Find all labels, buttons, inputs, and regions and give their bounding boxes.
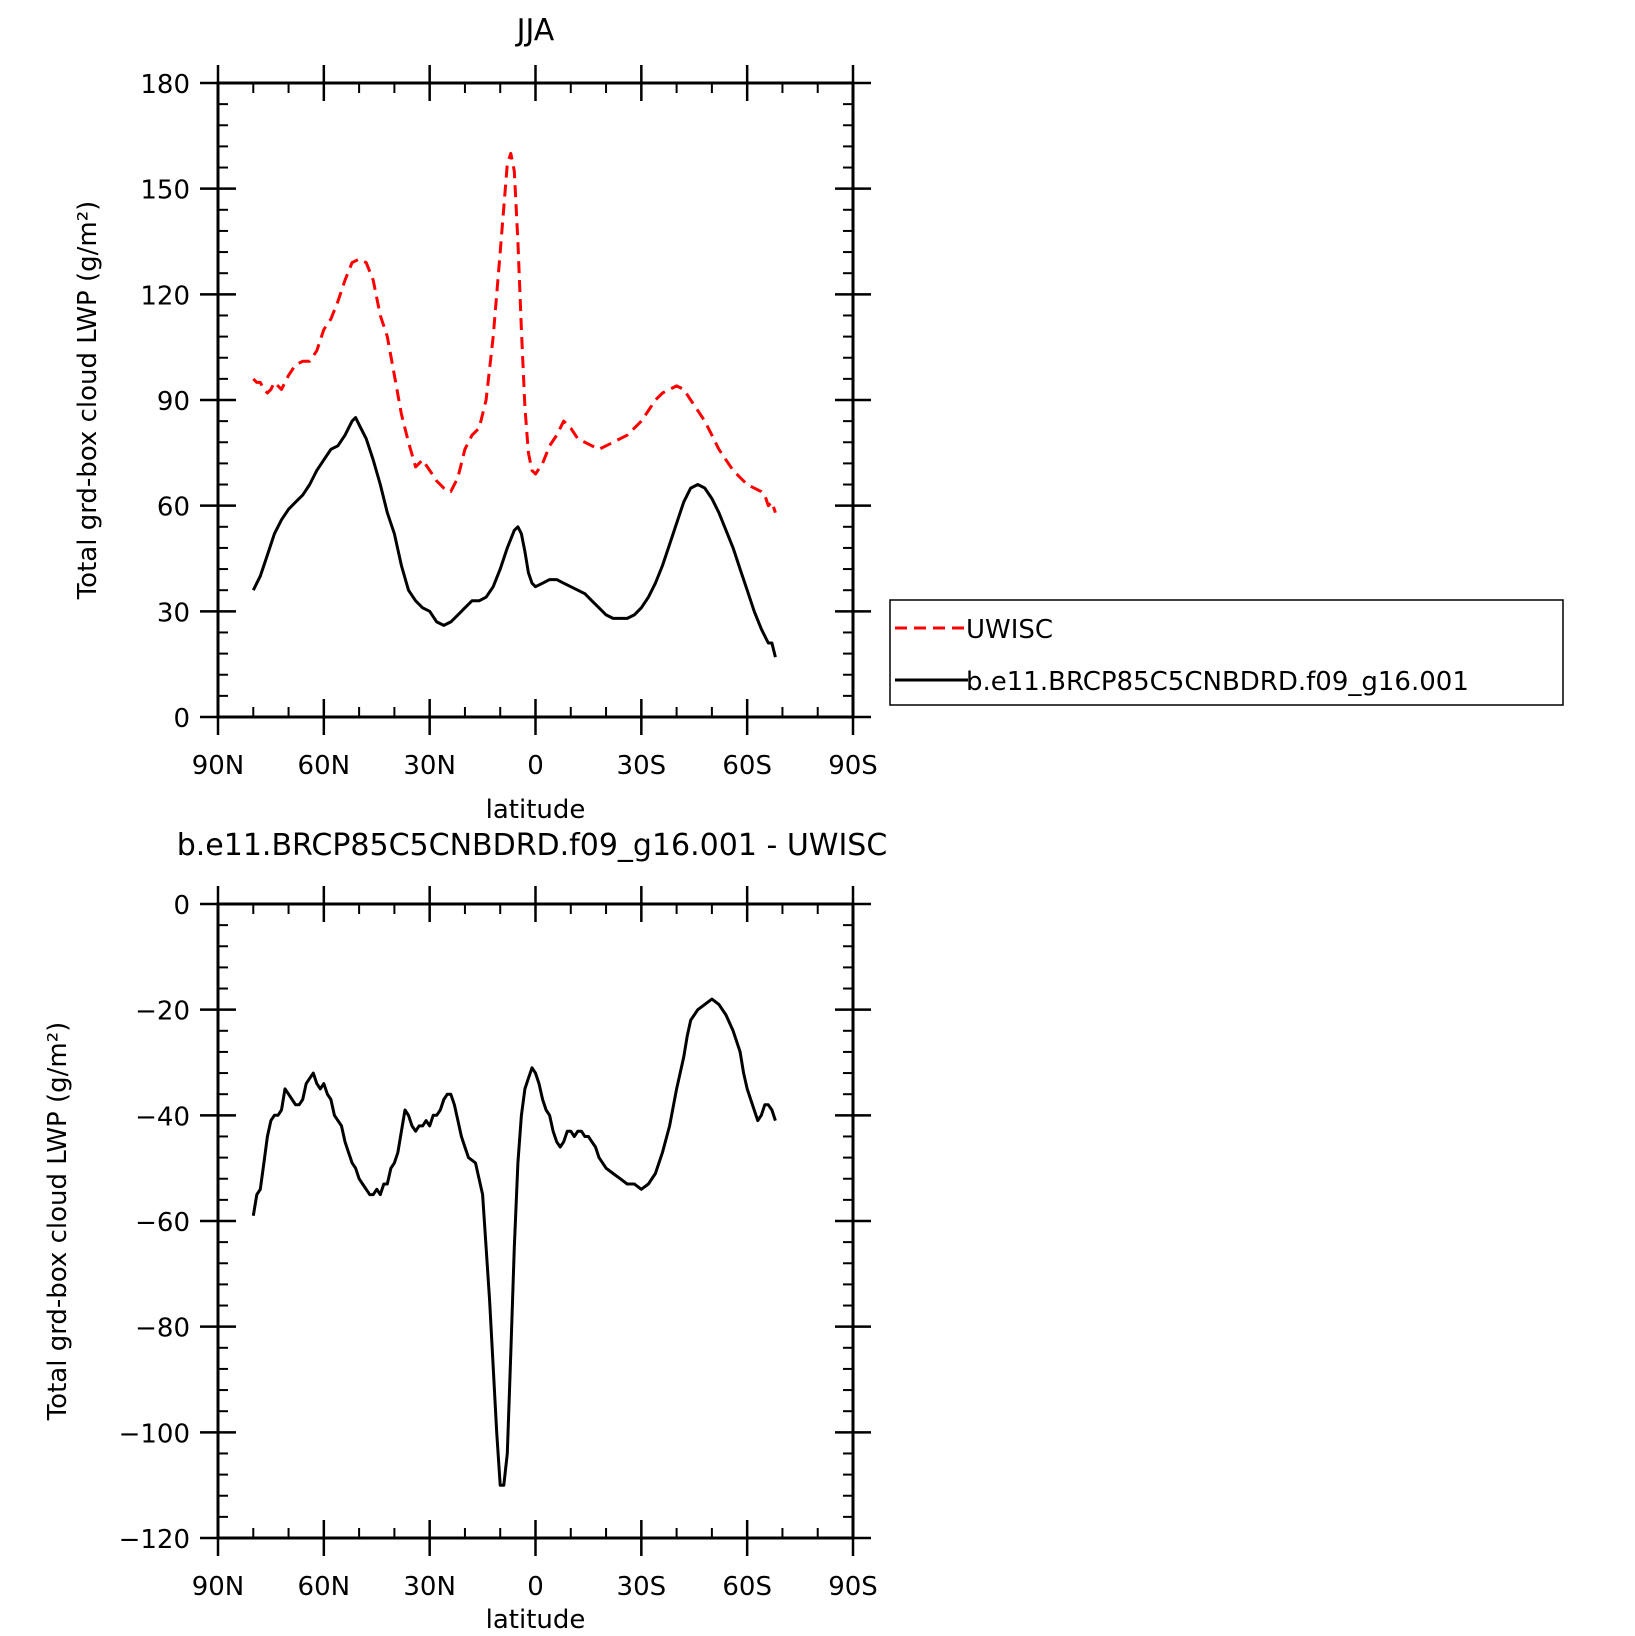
chart-title: JJA [515, 13, 555, 48]
x-tick-label: 30S [617, 751, 667, 781]
y-tick-label: 60 [157, 493, 190, 523]
x-tick-label: 90N [192, 751, 245, 781]
y-tick-label: −60 [135, 1208, 190, 1238]
y-tick-label: 0 [173, 891, 190, 921]
series-line-b-e11-brcp85c5cnbdrd-f09-g16-001 [251, 416, 777, 658]
x-tick-label: 90S [828, 1572, 878, 1602]
x-tick-label: 0 [527, 1572, 544, 1602]
series-line-uwisc [252, 151, 777, 514]
x-tick-label: 30S [617, 1572, 667, 1602]
x-tick-label: 60N [298, 1572, 351, 1602]
x-tick-label: 90N [192, 1572, 245, 1602]
series-line-difference [251, 997, 777, 1487]
x-tick-label: 0 [527, 751, 544, 781]
legend-box [889, 599, 1564, 706]
x-axis-label: latitude [486, 1605, 586, 1635]
y-tick-label: 0 [173, 704, 190, 734]
legend: UWISC b.e11.BRCP85C5CNBDRD.f09_g16.001 [889, 599, 1564, 706]
y-axis-label: Total grd-box cloud LWP (g/m²) [43, 1022, 73, 1422]
y-tick-label: −80 [135, 1314, 190, 1344]
y-tick-label: 150 [140, 176, 190, 206]
legend-model-label: b.e11.BRCP85C5CNBDRD.f09_g16.001 [966, 667, 1469, 697]
legend-uwisc-label: UWISC [966, 615, 1053, 645]
x-tick-label: 60N [298, 751, 351, 781]
y-tick-label: −40 [135, 1102, 190, 1132]
x-tick-label: 30N [403, 751, 456, 781]
x-tick-label: 90S [828, 751, 878, 781]
top-panel-lwp-chart: 0 30 60 90 120 150 180 90N 60N 30N 0 30S 60S 90S JJA la… [73, 13, 878, 825]
x-axis-label: latitude [486, 795, 586, 825]
chart-title: b.e11.BRCP85C5CNBDRD.f09_g16.001 - UWISC [177, 828, 888, 863]
y-tick-label: −120 [119, 1525, 190, 1555]
x-tick-label: 30N [403, 1572, 456, 1602]
y-tick-label: −100 [119, 1419, 190, 1449]
plot-frame [216, 902, 855, 1540]
y-axis-label: Total grd-box cloud LWP (g/m²) [73, 201, 103, 601]
y-tick-label: 30 [157, 598, 190, 628]
y-tick-label: 120 [140, 281, 190, 311]
y-tick-label: 90 [157, 387, 190, 417]
x-tick-label: 60S [722, 751, 772, 781]
x-tick-label: 60S [722, 1572, 772, 1602]
y-tick-label: 180 [140, 70, 190, 100]
y-tick-label: −20 [135, 997, 190, 1027]
